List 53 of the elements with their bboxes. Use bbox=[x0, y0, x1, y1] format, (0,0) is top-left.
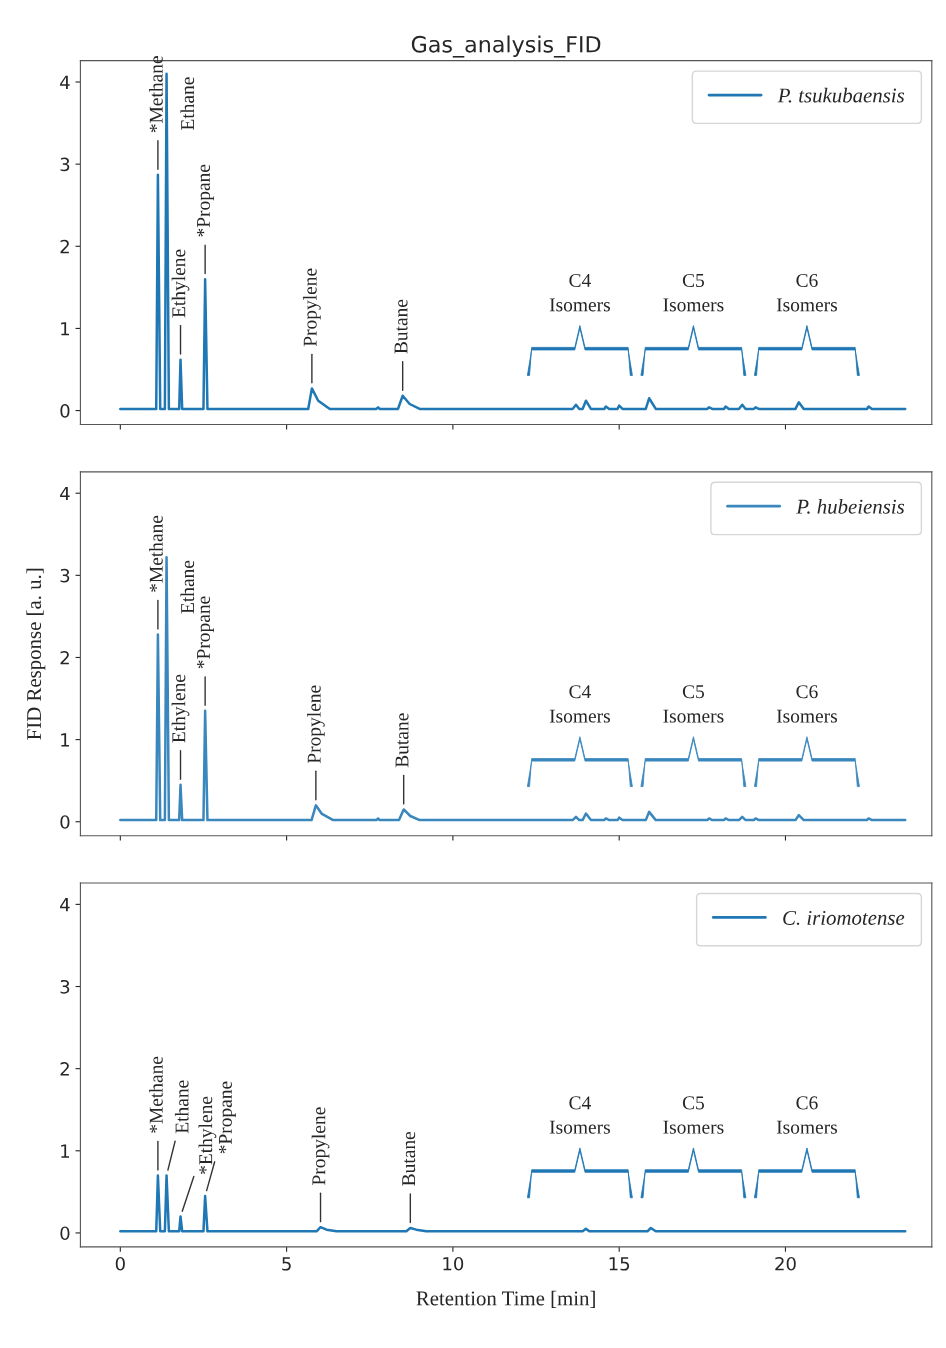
annotation: *Methane bbox=[149, 1056, 163, 1133]
x-tick-label: 10 bbox=[443, 1256, 464, 1271]
annotation: C5 Isomers bbox=[663, 685, 724, 723]
y-tick-label: 4 bbox=[60, 898, 70, 912]
annotation: Propylene bbox=[303, 268, 321, 347]
x-tick-label: 15 bbox=[609, 1257, 630, 1271]
y-tick-label: 0 bbox=[60, 404, 70, 418]
annotation: *Propane bbox=[218, 1081, 236, 1154]
legend-label: C. iriomotense bbox=[783, 910, 905, 925]
y-tick-label: 0 bbox=[60, 815, 70, 829]
annotation: Ethylene bbox=[171, 249, 190, 318]
annotation: C4 Isomers bbox=[549, 1096, 610, 1134]
y-tick-label: 2 bbox=[60, 239, 69, 254]
annotation: C4 Isomers bbox=[549, 273, 610, 312]
y-axis-title: FID Response [a. u.] bbox=[26, 568, 46, 740]
annotation: *Methane bbox=[149, 56, 163, 133]
y-tick-label: 3 bbox=[60, 979, 70, 994]
chart-title: Gas_analysis_FID bbox=[411, 35, 601, 58]
x-tick-label: 5 bbox=[282, 1257, 291, 1271]
annotation: Ethane bbox=[180, 77, 195, 131]
x-tick-label: 0 bbox=[115, 1256, 125, 1271]
y-tick-label: 4 bbox=[60, 486, 70, 501]
annotation: C4 Isomers bbox=[549, 685, 610, 723]
annotation: *Propane bbox=[197, 164, 214, 237]
annotation: C5 Isomers bbox=[663, 1096, 724, 1134]
y-tick-label: 3 bbox=[60, 157, 70, 172]
y-tick-label: 1 bbox=[61, 322, 70, 336]
y-tick-label: 0 bbox=[60, 1226, 70, 1241]
annotation: *Ethylene bbox=[198, 1096, 217, 1174]
y-tick-label: 4 bbox=[60, 75, 70, 89]
annotation: Ethylene bbox=[171, 674, 190, 743]
annotation: Butane bbox=[402, 1131, 416, 1186]
y-tick-label: 1 bbox=[61, 1144, 70, 1158]
annotation: Ethane bbox=[180, 560, 195, 614]
annotation: Butane bbox=[394, 299, 408, 354]
y-tick-label: 1 bbox=[61, 733, 70, 747]
annotation: C6 Isomers bbox=[776, 273, 838, 312]
legend-label: P. hubeiensis bbox=[796, 499, 905, 514]
legend-label: P. tsukubaensis bbox=[777, 87, 905, 103]
x-axis-title: Retention Time [min] bbox=[416, 1290, 595, 1309]
annotation: Butane bbox=[395, 713, 409, 768]
annotation: C6 Isomers bbox=[776, 685, 838, 723]
annotation: C5 Isomers bbox=[663, 273, 724, 312]
y-tick-label: 2 bbox=[60, 1062, 69, 1076]
annotation: *Methane bbox=[149, 515, 163, 592]
annotation: Propylene bbox=[307, 685, 325, 764]
annotation: Propylene bbox=[311, 1107, 330, 1185]
x-tick-label: 20 bbox=[775, 1256, 796, 1271]
annotation: *Propane bbox=[197, 596, 214, 669]
annotation: C6 Isomers bbox=[776, 1096, 838, 1134]
y-tick-label: 2 bbox=[60, 650, 69, 665]
y-tick-label: 3 bbox=[60, 568, 70, 583]
annotation: Ethane bbox=[174, 1080, 189, 1134]
